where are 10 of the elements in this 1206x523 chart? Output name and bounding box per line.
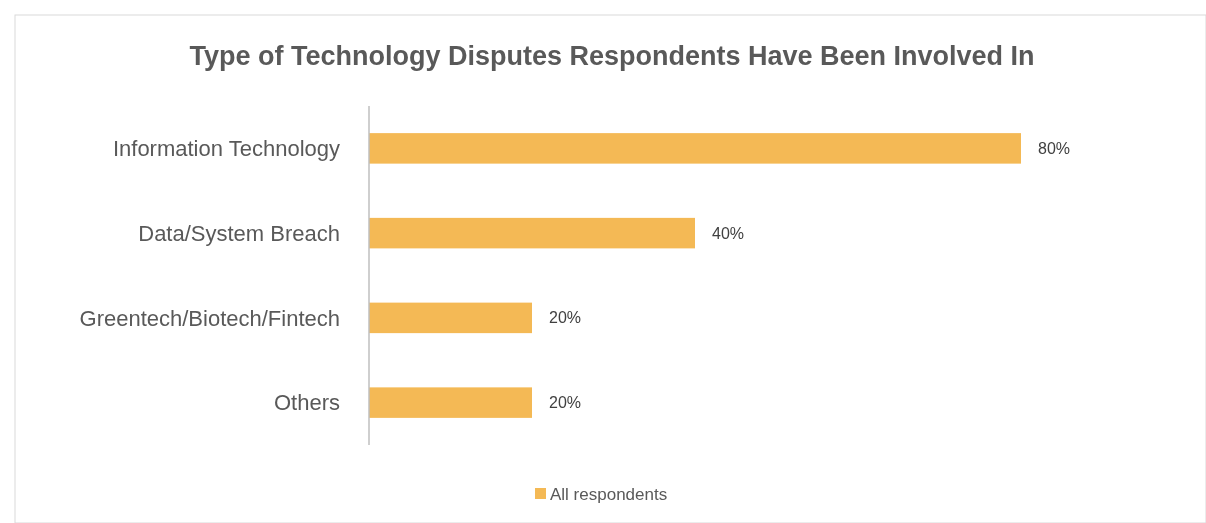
legend-label: All respondents <box>550 484 668 504</box>
data-label: 40% <box>712 224 745 242</box>
chart-title: Type of Technology Disputes Respondents Have Been Involved In <box>189 41 1035 72</box>
y-tick-label: Greentech/Biotech/Fintech <box>79 305 340 331</box>
y-tick-label: Data/System Breach <box>138 220 340 246</box>
y-tick-label: Others <box>273 390 340 416</box>
data-label: 20% <box>549 394 582 412</box>
y-tick-label: Information Technology <box>112 136 340 162</box>
data-label: 80% <box>1038 139 1071 157</box>
data-label: 20% <box>549 309 582 327</box>
